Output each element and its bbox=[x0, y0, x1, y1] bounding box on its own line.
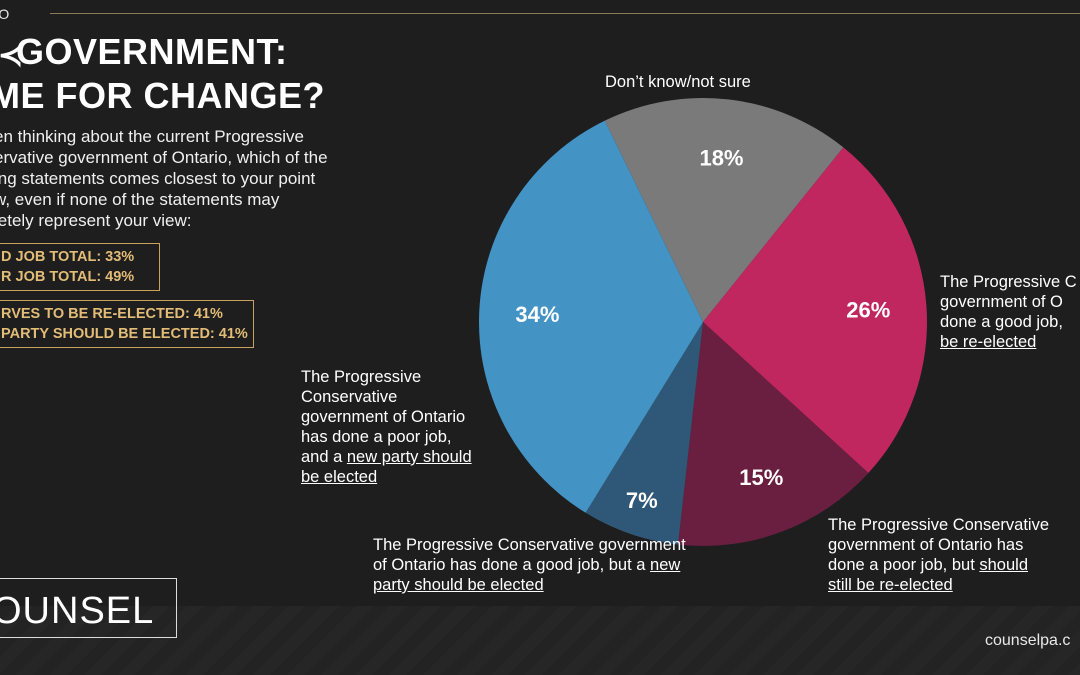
callout-line: and a new party should bbox=[301, 447, 472, 467]
callout-text: still be re-elected bbox=[828, 576, 953, 594]
website-link[interactable]: counselpa.c bbox=[985, 632, 1071, 649]
callout-line: of Ontario has done a good job, but a ne… bbox=[373, 555, 686, 575]
slice-good-new-party bbox=[585, 322, 703, 545]
callout-text: should bbox=[979, 556, 1028, 574]
question-line: letely represent your view: bbox=[0, 211, 192, 230]
reelect-total: RVES TO BE RE-ELECTED: 41% bbox=[1, 306, 223, 322]
callout-text: The Progressive Conservative bbox=[828, 516, 1050, 534]
callout-poor-reelect: The Progressive Conservative government … bbox=[828, 515, 1049, 595]
question-line: w, even if none of the statements may bbox=[0, 190, 280, 209]
callout-text: new bbox=[650, 556, 681, 574]
callout-text: The Progressive Conservative government bbox=[373, 536, 686, 554]
title-line-2: ME FOR CHANGE? bbox=[0, 75, 325, 116]
question-line: ing statements comes closest to your poi… bbox=[0, 169, 316, 188]
callout-poor-new: The Progressive Conservative government … bbox=[301, 367, 472, 487]
slice-good-reelect bbox=[703, 147, 927, 474]
question-line: en thinking about the current Progressiv… bbox=[0, 127, 304, 146]
callout-text: be elected bbox=[301, 468, 378, 486]
title-line-1: GOVERNMENT: bbox=[16, 31, 288, 72]
callout-good-reelect: The Progressive C government of O done a… bbox=[940, 272, 1077, 352]
logo-frame bbox=[0, 578, 177, 638]
callout-text: new party should bbox=[346, 448, 472, 466]
slice-value-label: 34% bbox=[515, 302, 559, 327]
header-rule bbox=[50, 13, 1080, 14]
callout-text: done a poor job, but bbox=[828, 556, 980, 574]
slice-dont-know bbox=[604, 98, 844, 322]
slice-value-label: 26% bbox=[846, 297, 890, 322]
section-label: IO bbox=[0, 6, 10, 22]
callout-text: party should be elected bbox=[373, 576, 544, 594]
job-total-box: D JOB TOTAL: 33% R JOB TOTAL: 49% bbox=[0, 243, 160, 291]
job-total-poor: R JOB TOTAL: 49% bbox=[1, 269, 135, 285]
job-total-good: D JOB TOTAL: 33% bbox=[1, 249, 135, 265]
new-party-total: PARTY SHOULD BE ELECTED: 41% bbox=[1, 326, 248, 342]
callout-text: The Progressive C bbox=[940, 273, 1077, 291]
callout-text: The Progressive bbox=[301, 368, 422, 386]
election-total-box: RVES TO BE RE-ELECTED: 41% PARTY SHOULD … bbox=[0, 300, 254, 348]
callout-text: of Ontario has done a good job, but a bbox=[373, 556, 651, 574]
survey-question: en thinking about the current Progressiv… bbox=[0, 126, 374, 231]
slice-value-label: 15% bbox=[739, 465, 783, 490]
callout-text: be re-elected bbox=[940, 333, 1037, 351]
callout-text: government of O bbox=[940, 293, 1063, 311]
footer-pattern bbox=[0, 606, 1080, 675]
callout-line: done a poor job, but should bbox=[828, 555, 1049, 575]
callout-good-new: The Progressive Conservative government … bbox=[373, 535, 686, 595]
slice-poor-new-party bbox=[479, 120, 703, 513]
page-title: GOVERNMENT: ME FOR CHANGE? bbox=[0, 30, 325, 118]
title-glyph-fragment: ≺ bbox=[0, 39, 24, 72]
callout-text: government of Ontario has bbox=[828, 536, 1024, 554]
callout-text: government of Ontario bbox=[301, 408, 466, 426]
slice-poor-reelect bbox=[678, 322, 869, 547]
callout-text: and a bbox=[301, 448, 347, 466]
callout-text: has done a poor job, bbox=[301, 428, 452, 446]
slice-value-label: 18% bbox=[699, 145, 743, 170]
callout-dont-know: Don’t know/not sure bbox=[605, 72, 751, 92]
callout-text: done a good job, bbox=[940, 313, 1063, 331]
question-line: ervative government of Ontario, which of… bbox=[0, 148, 328, 167]
slice-value-label: 7% bbox=[626, 488, 658, 513]
brand-logo: OUNSEL bbox=[0, 590, 155, 632]
callout-text: Conservative bbox=[301, 388, 398, 406]
callout-text: Don’t know/not sure bbox=[605, 73, 751, 91]
